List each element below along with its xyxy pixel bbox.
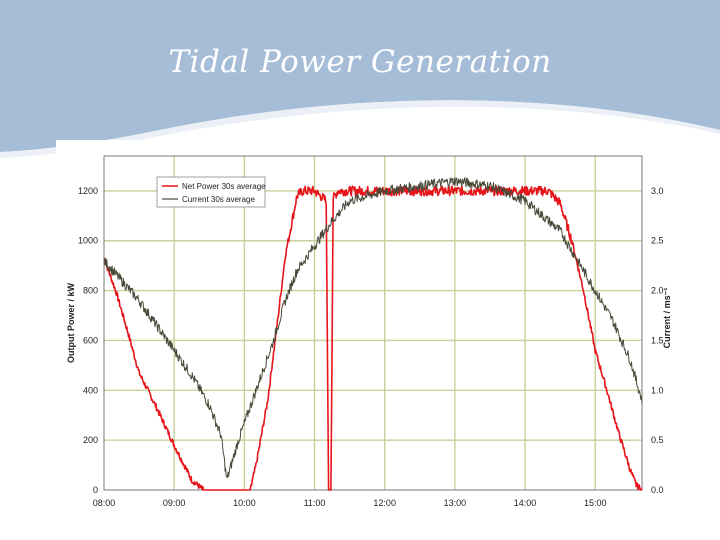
x-tick-label: 14:00 [514, 498, 537, 508]
y2-tick-label: 3.0 [651, 186, 664, 196]
y-tick-label: 200 [83, 435, 98, 445]
x-tick-label: 10:00 [233, 498, 256, 508]
plot-border [103, 155, 643, 491]
x-tick-label: 15:00 [584, 498, 607, 508]
y2-axis-title: Current / ms⁻¹ [662, 288, 672, 349]
y-tick-label: 1200 [78, 186, 98, 196]
x-tick-label: 11:00 [304, 498, 326, 508]
y-axis-title: Output Power / kW [66, 282, 76, 363]
title-banner [0, 0, 720, 158]
y2-tick-label: 1.0 [651, 385, 664, 395]
y-tick-label: 600 [83, 335, 98, 345]
y2-tick-label: 0.0 [651, 485, 664, 495]
y2-tick-label: 2.0 [651, 286, 664, 296]
y2-tick-label: 0.5 [651, 435, 664, 445]
legend: Net Power 30s average Current 30s averag… [156, 176, 266, 208]
y2-tick-label: 1.5 [651, 335, 664, 345]
series-line-current [103, 177, 643, 479]
y-tick-label: 0 [93, 485, 98, 495]
x-tick-label: 09:00 [163, 498, 186, 508]
x-tick-label: 13:00 [444, 498, 467, 508]
x-tick-label: 08:00 [93, 498, 116, 508]
y-tick-label: 1000 [78, 236, 98, 246]
series-layer [103, 177, 643, 491]
legend-label-current: Current 30s average [182, 195, 255, 204]
y-tick-label: 400 [83, 385, 98, 395]
y-tick-label: 800 [83, 286, 98, 296]
ticks: 0 200 400 600 800 1000 1200 0.0 0.5 1.0 1.5 2.0 2.5 3… [78, 186, 664, 508]
slide-title: Tidal Power Generation [168, 44, 552, 80]
y2-tick-label: 2.5 [651, 236, 664, 246]
banner-wave [0, 0, 720, 152]
x-tick-label: 12:00 [373, 498, 396, 508]
legend-box [156, 176, 266, 208]
legend-label-power: Net Power 30s average [182, 182, 266, 191]
